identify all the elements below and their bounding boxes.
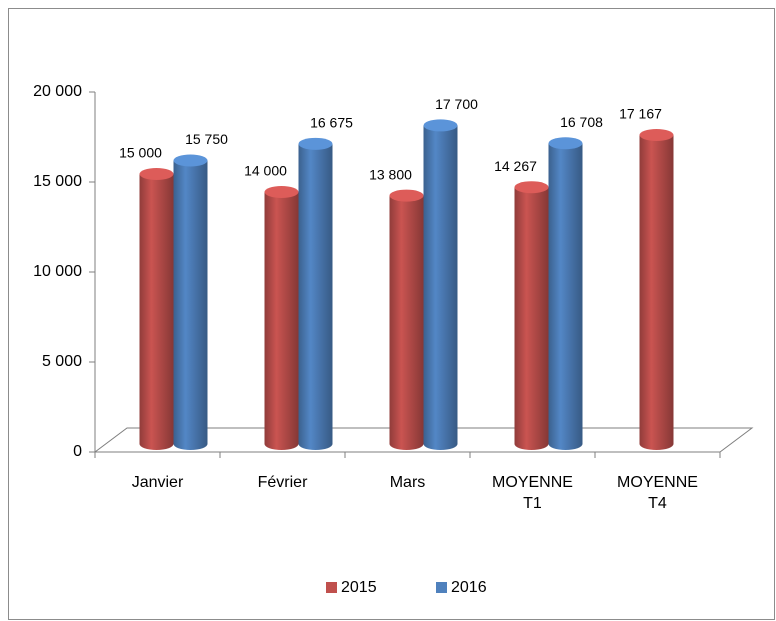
value-label: 15 750 bbox=[185, 131, 228, 147]
bar-top bbox=[514, 181, 549, 194]
y-tick-label: 20 000 bbox=[33, 83, 82, 100]
bar-top bbox=[423, 119, 458, 132]
bar-top bbox=[264, 186, 299, 198]
legend-swatch bbox=[436, 582, 447, 593]
x-tick-label: MOYENNE T4 bbox=[617, 474, 698, 512]
bar bbox=[639, 134, 674, 450]
bar bbox=[389, 195, 424, 450]
legend-label: 2016 bbox=[451, 579, 487, 596]
x-tick-label: Février bbox=[257, 474, 308, 491]
value-label: 17 700 bbox=[435, 96, 478, 112]
value-label: 16 708 bbox=[560, 114, 603, 130]
value-label: 17 167 bbox=[619, 106, 662, 122]
bar bbox=[173, 160, 208, 450]
x-tick-label: Janvier bbox=[131, 474, 184, 491]
y-tick-label: 5 000 bbox=[42, 353, 82, 370]
bar bbox=[139, 174, 174, 450]
bar-top bbox=[298, 137, 333, 150]
y-tick-label: 10 000 bbox=[33, 263, 82, 280]
bar bbox=[514, 187, 549, 450]
x-tick-label: Mars bbox=[389, 474, 426, 491]
bar bbox=[264, 192, 299, 450]
bar bbox=[298, 143, 333, 450]
value-label: 15 000 bbox=[119, 145, 162, 161]
bar bbox=[423, 125, 458, 451]
floor bbox=[93, 427, 754, 453]
bar-top bbox=[389, 189, 424, 202]
bar-top bbox=[639, 128, 674, 141]
bar-top bbox=[173, 154, 208, 167]
bar-top bbox=[139, 168, 174, 180]
y-tick-label: 15 000 bbox=[33, 173, 82, 190]
legend-label: 2015 bbox=[341, 579, 377, 596]
y-tick-label: 0 bbox=[73, 443, 82, 460]
value-label: 16 675 bbox=[310, 115, 353, 131]
legend-swatch bbox=[326, 582, 337, 593]
bar-top bbox=[548, 137, 583, 150]
value-label: 14 267 bbox=[494, 158, 537, 174]
x-tick-label: MOYENNE T1 bbox=[492, 474, 573, 512]
bar bbox=[548, 143, 583, 451]
value-label: 14 000 bbox=[244, 163, 287, 179]
value-label: 13 800 bbox=[369, 166, 412, 182]
chart-border bbox=[8, 8, 775, 620]
